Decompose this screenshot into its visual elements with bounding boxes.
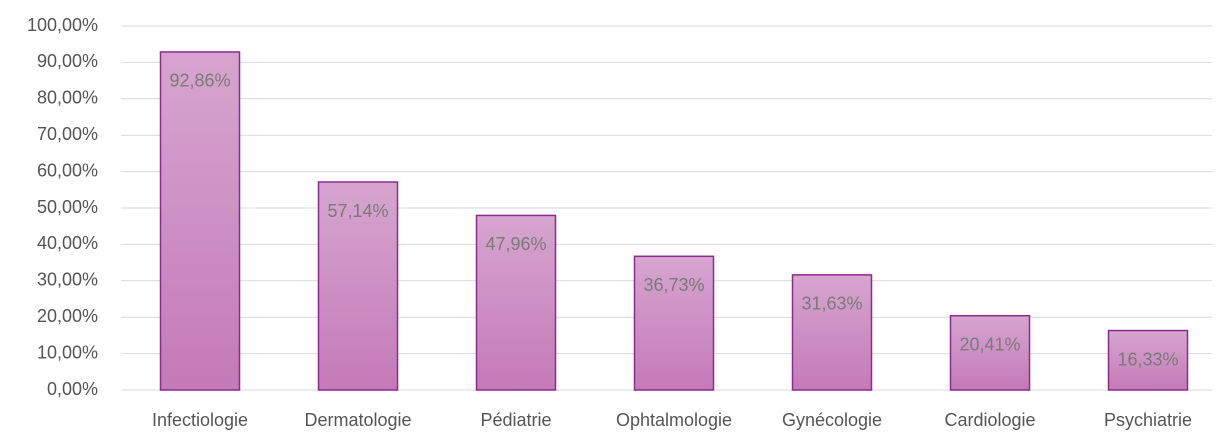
- bar: [1107, 329, 1189, 391]
- data-label: 16,33%: [1117, 349, 1178, 369]
- data-label: 31,63%: [801, 294, 862, 314]
- x-tick-label: Psychiatrie: [1104, 410, 1192, 430]
- y-tick-label: 90,00%: [37, 51, 98, 71]
- x-tick-label: Infectiologie: [152, 410, 248, 430]
- x-tick-label: Ophtalmologie: [616, 410, 732, 430]
- x-tick-label: Cardiologie: [944, 410, 1035, 430]
- y-tick-label: 60,00%: [37, 160, 98, 180]
- x-tick-label: Dermatologie: [304, 410, 411, 430]
- y-tick-label: 80,00%: [37, 88, 98, 108]
- y-tick-label: 0,00%: [47, 379, 98, 399]
- bar: [317, 181, 399, 391]
- y-tick-label: 30,00%: [37, 270, 98, 290]
- data-label: 20,41%: [959, 334, 1020, 354]
- y-tick-label: 50,00%: [37, 197, 98, 217]
- data-label: 92,86%: [169, 71, 230, 91]
- y-tick-label: 100,00%: [27, 15, 98, 35]
- x-tick-label: Pédiatrie: [480, 410, 551, 430]
- data-label: 47,96%: [485, 234, 546, 254]
- bar: [949, 314, 1031, 391]
- y-tick-label: 40,00%: [37, 233, 98, 253]
- bar: [633, 255, 715, 391]
- x-tick-label: Gynécologie: [782, 410, 882, 430]
- data-label: 57,14%: [327, 201, 388, 221]
- bar: [791, 274, 873, 391]
- y-tick-label: 70,00%: [37, 124, 98, 144]
- bar: [475, 214, 557, 391]
- bar: [159, 51, 241, 391]
- y-tick-label: 20,00%: [37, 306, 98, 326]
- y-tick-label: 10,00%: [37, 342, 98, 362]
- data-label: 36,73%: [643, 275, 704, 295]
